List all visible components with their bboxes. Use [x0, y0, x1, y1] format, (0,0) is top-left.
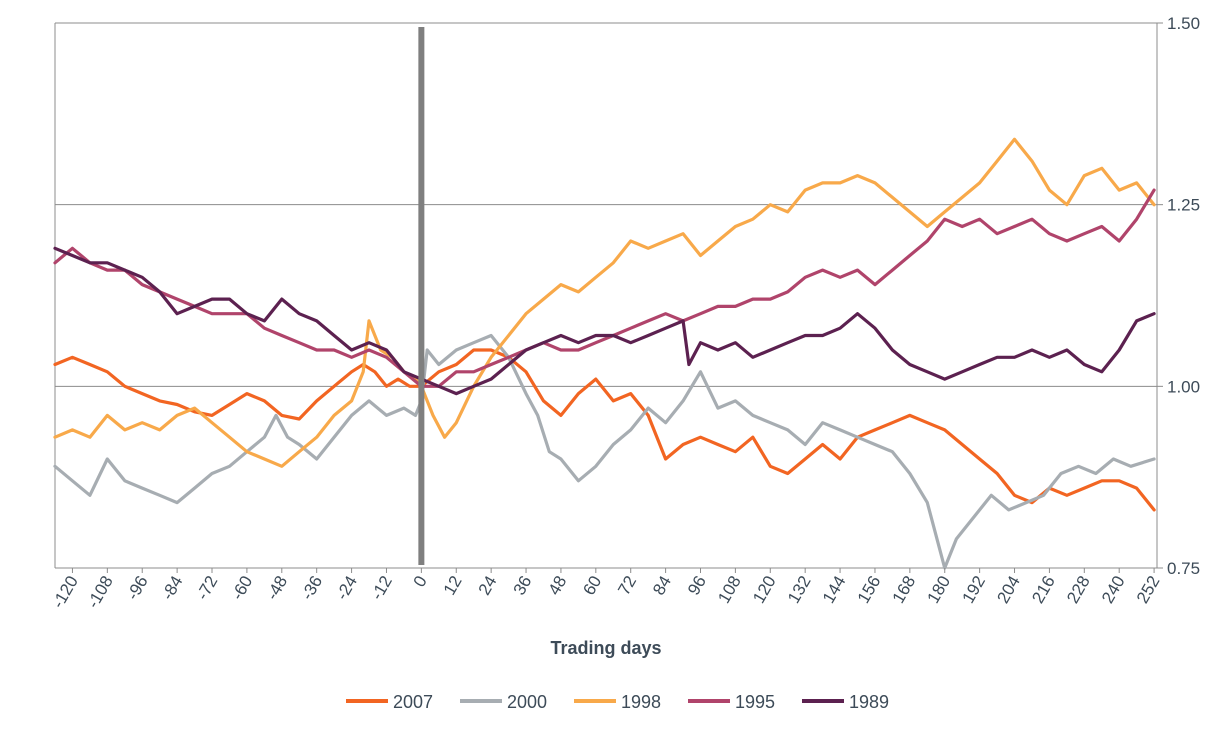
- series-line-1998: [53, 137, 1156, 468]
- series-lines: [53, 137, 1156, 570]
- x-tick-label: 60: [579, 573, 605, 599]
- x-tick-label: 168: [889, 573, 920, 607]
- x-tick-label: -120: [48, 573, 81, 612]
- x-tick-label: 84: [649, 573, 675, 599]
- y-tick-label: 1.25: [1167, 196, 1200, 215]
- x-tick-label: 228: [1063, 573, 1094, 607]
- y-tick-label: 1.50: [1167, 14, 1200, 33]
- x-tick-label: -108: [83, 573, 116, 612]
- legend-item-1989: 1989: [802, 692, 889, 712]
- x-tick-label: -96: [123, 573, 152, 604]
- x-tick-label: 48: [544, 573, 570, 599]
- legend: 2007 2000 1998 1995 1989: [346, 692, 889, 712]
- series-line-2000: [53, 333, 1156, 570]
- legend-item-1998: 1998: [574, 692, 661, 712]
- legend-label: 1995: [735, 692, 775, 712]
- x-tick-label: 144: [819, 573, 850, 607]
- x-tick-label: 24: [475, 573, 501, 599]
- x-tick-label: 108: [714, 573, 745, 607]
- y-tick-label: 0.75: [1167, 559, 1200, 578]
- x-tick-label: -60: [228, 573, 257, 604]
- legend-label: 2000: [507, 692, 547, 712]
- legend-label: 1998: [621, 692, 661, 712]
- x-tick-label: 204: [993, 573, 1024, 607]
- x-tick-label: 240: [1098, 573, 1129, 607]
- x-tick-label: -36: [297, 573, 326, 604]
- x-tick-label: 96: [684, 573, 710, 599]
- series-line-1995: [53, 188, 1156, 388]
- x-tick-label: -72: [193, 573, 222, 604]
- y-tick-label: 1.00: [1167, 377, 1200, 396]
- legend-item-1995: 1995: [688, 692, 775, 712]
- x-tick-label: -48: [263, 573, 292, 604]
- gridlines: [55, 22, 1163, 569]
- x-tick-label: 12: [440, 573, 466, 599]
- legend-item-2007: 2007: [346, 692, 433, 712]
- legend-item-2000: 2000: [460, 692, 547, 712]
- x-tick-label: 252: [1133, 573, 1164, 607]
- legend-label: 2007: [393, 692, 433, 712]
- y-tick-labels: 0.75 1.00 1.25 1.50: [1167, 14, 1200, 578]
- x-tick-label: 192: [958, 573, 989, 607]
- axes: [54, 23, 1158, 568]
- x-tick-label: 72: [614, 573, 640, 599]
- x-tick-labels: -120 -108 -96 -84 -72 -60 -48 -36 -24 -12 0 12 24 36 4…: [48, 568, 1164, 612]
- x-tick-label: 156: [854, 573, 885, 607]
- x-tick-label: -12: [367, 573, 396, 604]
- legend-label: 1989: [849, 692, 889, 712]
- x-tick-label: 180: [924, 573, 955, 607]
- series-line-1989: [53, 246, 1156, 396]
- x-tick-label: 120: [749, 573, 780, 607]
- x-tick-label: -24: [332, 573, 361, 604]
- series-line-2007: [53, 348, 1156, 512]
- x-tick-label: 36: [510, 573, 536, 599]
- x-axis-title: Trading days: [550, 638, 661, 658]
- x-tick-label: 216: [1028, 573, 1059, 607]
- x-tick-label: 0: [410, 573, 431, 591]
- x-tick-label: 132: [784, 573, 815, 607]
- x-tick-label: -84: [158, 573, 187, 604]
